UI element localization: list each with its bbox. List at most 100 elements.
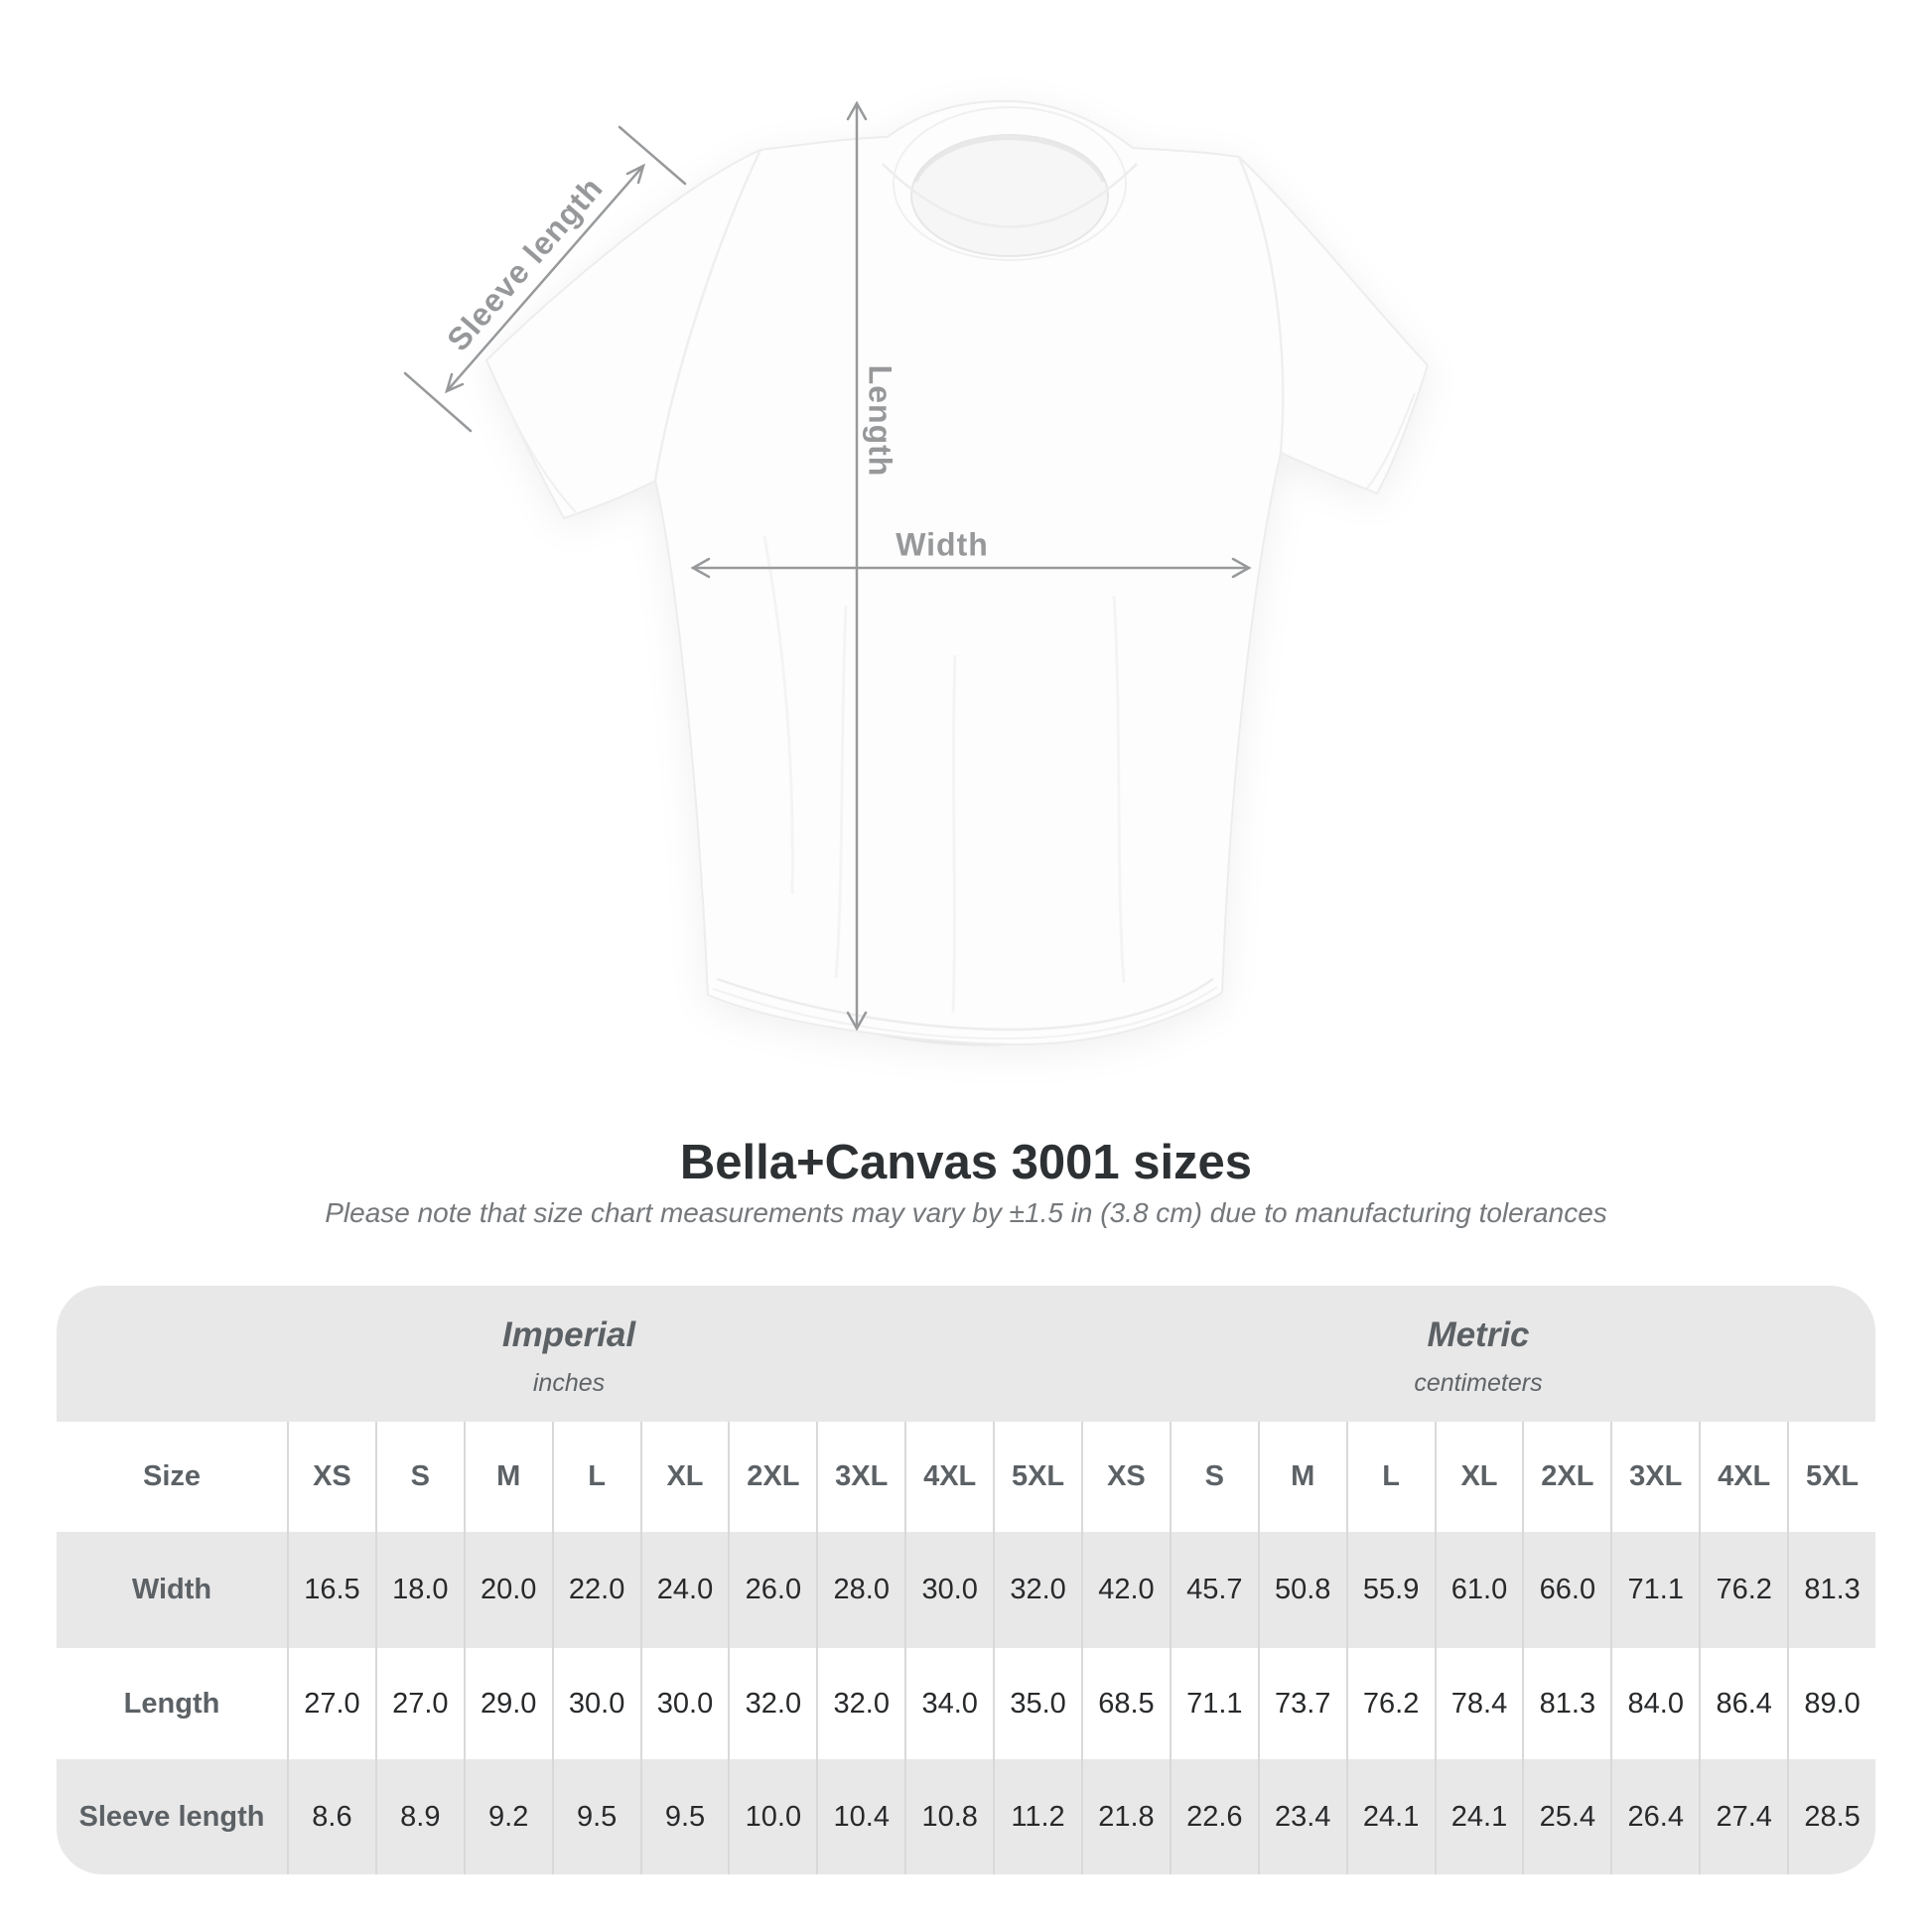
table-cell-metric: 66.0	[1522, 1532, 1611, 1648]
tshirt-body	[484, 99, 1430, 1046]
table-cell-imperial: 9.2	[463, 1759, 552, 1874]
table-cell-imperial: 16.5	[287, 1532, 375, 1648]
imperial-unit: inches	[532, 1369, 606, 1397]
right-cuff-seam	[1366, 392, 1416, 489]
table-cell-imperial: 27.0	[374, 1648, 464, 1759]
measurement-arrows	[403, 100, 1252, 1032]
page-title: Bella+Canvas 3001 sizes	[679, 1136, 1253, 1189]
row-label: Sleeve length	[57, 1759, 287, 1874]
right-sleeve-seam	[1237, 156, 1285, 454]
size-header-metric-5xl: 5XL	[1787, 1422, 1875, 1532]
table-cell-imperial: 10.0	[728, 1759, 817, 1874]
row-label: Length	[57, 1648, 287, 1759]
table-cell-imperial: 29.0	[463, 1648, 552, 1759]
table-cell-metric: 26.4	[1610, 1759, 1700, 1874]
neck-opening	[910, 134, 1109, 257]
fabric-wrinkles	[762, 535, 1126, 1014]
length-label: Length	[862, 364, 898, 478]
metric-unit: centimeters	[1414, 1369, 1543, 1397]
table-cell-metric: 50.8	[1257, 1532, 1346, 1648]
table-cell-imperial: 32.0	[728, 1648, 817, 1759]
table-cell-metric: 22.6	[1169, 1759, 1258, 1874]
table-cell-metric: 81.3	[1787, 1532, 1875, 1648]
size-header-metric-xl: XL	[1434, 1422, 1523, 1532]
size-header-imperial-s: S	[374, 1422, 464, 1532]
table-cell-imperial: 30.0	[904, 1532, 994, 1648]
table-cell-metric: 27.4	[1699, 1759, 1788, 1874]
table-cell-metric: 42.0	[1080, 1532, 1170, 1648]
table-cell-metric: 55.9	[1345, 1532, 1435, 1648]
size-header-metric-s: S	[1169, 1422, 1258, 1532]
table-cell-metric: 89.0	[1787, 1648, 1875, 1759]
table-cell-imperial: 10.4	[816, 1759, 905, 1874]
table-cell-metric: 81.3	[1522, 1648, 1611, 1759]
table-cell-metric: 45.7	[1169, 1532, 1258, 1648]
table-cell-metric: 21.8	[1080, 1759, 1170, 1874]
sleeve-length-arrow	[403, 125, 687, 433]
collar-inner-shadow	[913, 136, 1106, 183]
size-header-imperial-xl: XL	[639, 1422, 729, 1532]
hem-stitch	[716, 977, 1214, 1032]
table-cell-metric: 61.0	[1434, 1532, 1523, 1648]
size-header-metric-4xl: 4XL	[1699, 1422, 1788, 1532]
table-cell-metric: 71.1	[1610, 1532, 1700, 1648]
table-cell-imperial: 18.0	[374, 1532, 464, 1648]
left-cuff-seam	[498, 388, 577, 513]
size-column-header: Size	[57, 1422, 287, 1532]
size-header-imperial-5xl: 5XL	[993, 1422, 1081, 1532]
page-subtitle: Please note that size chart measurements…	[325, 1197, 1607, 1228]
size-header-metric-l: L	[1345, 1422, 1435, 1532]
table-cell-imperial: 22.0	[551, 1532, 640, 1648]
table-cell-imperial: 35.0	[993, 1648, 1081, 1759]
table-cell-metric: 24.1	[1434, 1759, 1523, 1874]
size-header-imperial-3xl: 3XL	[816, 1422, 905, 1532]
table-cell-imperial: 30.0	[551, 1648, 640, 1759]
table-cell-imperial: 27.0	[287, 1648, 375, 1759]
hem-stitch-2	[712, 986, 1218, 1040]
size-header-imperial-2xl: 2XL	[728, 1422, 817, 1532]
table-cell-imperial: 8.9	[374, 1759, 464, 1874]
table-cell-imperial: 30.0	[639, 1648, 729, 1759]
table-cell-imperial: 10.8	[904, 1759, 994, 1874]
table-cell-imperial: 32.0	[816, 1648, 905, 1759]
collar-outer-seam	[893, 106, 1127, 261]
table-cell-metric: 28.5	[1787, 1759, 1875, 1874]
size-table: Imperial inches Metric centimeters Size X…	[57, 1286, 1875, 1874]
table-cell-metric: 73.7	[1257, 1648, 1346, 1759]
imperial-unit-group-header: Imperial inches	[57, 1286, 1081, 1422]
table-cell-metric: 23.4	[1257, 1759, 1346, 1874]
tshirt-measurement-diagram: Sleeve length Length Width	[403, 99, 1430, 1046]
table-cell-metric: 78.4	[1434, 1648, 1523, 1759]
table-cell-imperial: 8.6	[287, 1759, 375, 1874]
left-sleeve-seam	[653, 149, 762, 482]
table-cell-metric: 24.1	[1345, 1759, 1435, 1874]
table-cell-imperial: 9.5	[551, 1759, 640, 1874]
size-header-imperial-l: L	[551, 1422, 640, 1532]
width-label: Width	[896, 526, 989, 563]
size-header-metric-2xl: 2XL	[1522, 1422, 1611, 1532]
table-cell-imperial: 9.5	[639, 1759, 729, 1874]
row-label: Width	[57, 1532, 287, 1648]
table-cell-metric: 86.4	[1699, 1648, 1788, 1759]
size-header-metric-m: M	[1257, 1422, 1346, 1532]
table-cell-metric: 76.2	[1345, 1648, 1435, 1759]
size-header-imperial-xs: XS	[287, 1422, 375, 1532]
table-cell-imperial: 28.0	[816, 1532, 905, 1648]
table-cell-imperial: 32.0	[993, 1532, 1081, 1648]
size-header-imperial-4xl: 4XL	[904, 1422, 994, 1532]
width-arrow	[690, 557, 1252, 579]
metric-label: Metric	[1427, 1315, 1530, 1354]
metric-unit-group-header: Metric centimeters	[1080, 1286, 1875, 1422]
table-cell-metric: 71.1	[1169, 1648, 1258, 1759]
collar-bottom-seam	[882, 163, 1138, 228]
imperial-label: Imperial	[501, 1315, 636, 1354]
table-cell-imperial: 34.0	[904, 1648, 994, 1759]
table-cell-imperial: 26.0	[728, 1532, 817, 1648]
table-cell-metric: 68.5	[1080, 1648, 1170, 1759]
table-cell-metric: 84.0	[1610, 1648, 1700, 1759]
table-cell-metric: 25.4	[1522, 1759, 1611, 1874]
table-cell-imperial: 11.2	[993, 1759, 1081, 1874]
size-header-imperial-m: M	[463, 1422, 552, 1532]
table-cell-metric: 76.2	[1699, 1532, 1788, 1648]
size-header-metric-3xl: 3XL	[1610, 1422, 1700, 1532]
